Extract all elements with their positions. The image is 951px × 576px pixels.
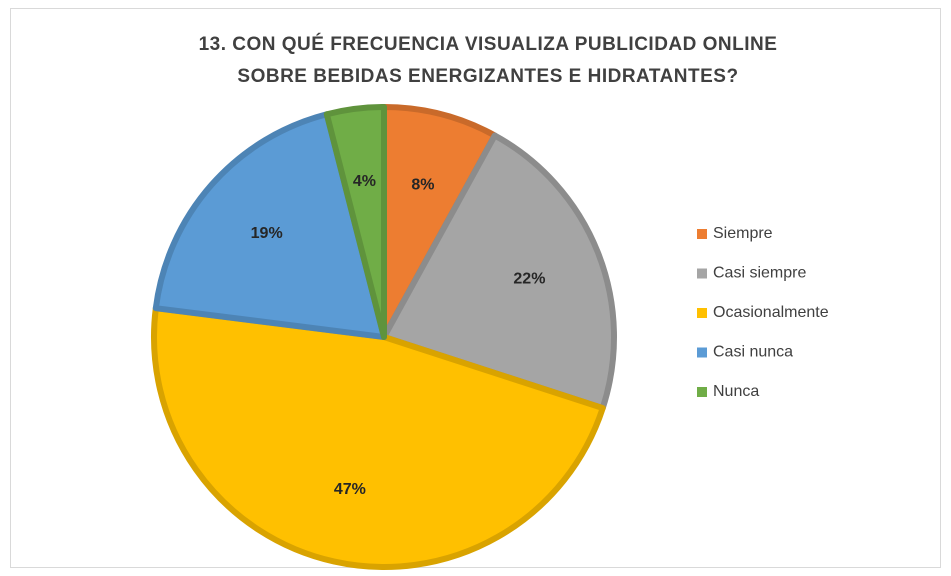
chart-title: SOBRE BEBIDAS ENERGIZANTES E HIDRATANTES… bbox=[237, 66, 738, 87]
pie-slice bbox=[152, 111, 387, 340]
legend-label: Casi nunca bbox=[713, 344, 793, 361]
legend-swatch bbox=[697, 229, 707, 239]
legend-label: Ocasionalmente bbox=[713, 304, 829, 321]
chart-title: 13. CON QUÉ FRECUENCIA VISUALIZA PUBLICI… bbox=[199, 33, 778, 55]
legend-swatch bbox=[697, 268, 707, 279]
legend-label: Casi siempre bbox=[713, 265, 806, 282]
legend-label: Nunca bbox=[713, 383, 759, 400]
pie-slice bbox=[323, 104, 387, 340]
data-label: 19% bbox=[251, 225, 283, 242]
data-label: 47% bbox=[334, 481, 366, 498]
legend-swatch bbox=[697, 347, 707, 358]
legend-swatch bbox=[697, 308, 707, 318]
data-label: 8% bbox=[411, 177, 434, 194]
data-label: 22% bbox=[513, 271, 545, 288]
pie-slice bbox=[381, 132, 617, 412]
pie-slice bbox=[381, 104, 498, 340]
legend-swatch bbox=[697, 387, 707, 397]
pie-slice bbox=[151, 305, 606, 570]
data-label: 4% bbox=[353, 173, 376, 190]
legend-label: Siempre bbox=[713, 225, 773, 242]
